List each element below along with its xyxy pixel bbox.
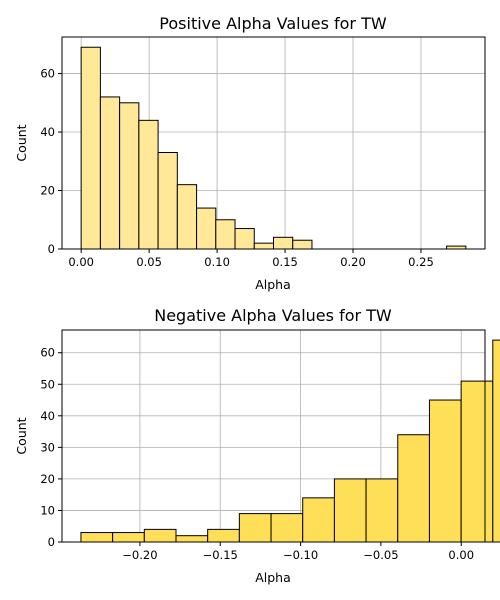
positive-bar-10 (273, 236, 294, 250)
negative-x-tick-label-2: −0.10 (283, 548, 318, 562)
negative-bar-2 (143, 528, 177, 543)
negative-bar-12 (460, 380, 494, 543)
positive-x-tick-label-0: 0.00 (68, 255, 94, 269)
negative-x-tick-label-4: 0.00 (448, 548, 474, 562)
positive-bar-2 (119, 102, 140, 250)
negative-x-axis-label: Alpha (255, 570, 291, 585)
negative-chart-title: Negative Alpha Values for TW (154, 306, 392, 325)
positive-x-tick-label-5: 0.25 (408, 255, 434, 269)
negative-bars (80, 339, 500, 543)
positive-bar-0 (80, 46, 101, 250)
negative-y-tick-label-0: 0 (48, 535, 55, 549)
negative-bar-0 (80, 532, 114, 543)
negative-x-tick-label-1: −0.15 (203, 548, 238, 562)
positive-alpha-chart: Positive Alpha Values for TW 0.00 0.05 0.1… (14, 14, 486, 292)
negative-ticks: −0.20 −0.15 −0.10 −0.05 0.00 0 10 20 30 40 50 60 (40, 346, 474, 562)
negative-bar-6 (270, 513, 304, 543)
negative-bar-11 (428, 399, 462, 543)
negative-y-tick-label-5: 50 (40, 377, 55, 391)
positive-x-axis-label: Alpha (255, 277, 291, 292)
positive-y-tick-label-1: 20 (40, 184, 55, 198)
positive-x-tick-label-2: 0.10 (204, 255, 230, 269)
positive-bar-8 (234, 228, 255, 250)
positive-bar-6 (196, 207, 217, 250)
positive-x-tick-label-1: 0.05 (136, 255, 162, 269)
negative-alpha-chart: Negative Alpha Values for TW −0.20 −0.15−… (14, 306, 500, 585)
negative-bar-8 (333, 478, 367, 543)
positive-bar-1 (99, 96, 121, 250)
positive-bar-9 (253, 242, 275, 250)
negative-bar-13 (492, 339, 500, 543)
positive-x-tick-label-4: 0.20 (340, 255, 366, 269)
positive-bar-3 (138, 119, 159, 250)
positive-chart-title: Positive Alpha Values for TW (159, 14, 387, 33)
negative-bar-1 (112, 532, 145, 543)
positive-y-tick-label-2: 40 (40, 125, 55, 139)
positive-y-tick-label-0: 0 (48, 242, 55, 256)
positive-bar-5 (176, 184, 198, 250)
negative-x-tick-label-0: −0.20 (122, 548, 157, 562)
negative-bar-3 (175, 535, 209, 543)
negative-bar-5 (238, 513, 272, 543)
positive-axes-frame (61, 36, 486, 250)
positive-y-axis-label: Count (14, 124, 29, 161)
positive-x-tick-label-3: 0.15 (272, 255, 298, 269)
negative-bar-9 (365, 478, 399, 543)
negative-bar-7 (302, 497, 335, 543)
positive-y-tick-label-3: 60 (40, 67, 55, 81)
positive-bar-11 (292, 239, 313, 250)
positive-bar-7 (215, 219, 236, 250)
negative-y-tick-label-4: 40 (40, 409, 55, 423)
negative-y-tick-label-3: 30 (40, 440, 55, 454)
negative-y-tick-label-6: 60 (40, 346, 55, 360)
negative-y-tick-label-1: 10 (40, 503, 55, 517)
negative-y-axis-label: Count (14, 417, 29, 454)
negative-x-tick-label-3: −0.05 (363, 548, 398, 562)
positive-ticks: 0.00 0.05 0.10 0.15 0.20 0.25 0 20 40 60 (40, 67, 433, 269)
negative-bar-4 (207, 528, 240, 543)
negative-bar-10 (397, 434, 430, 543)
positive-bars (80, 46, 467, 250)
positive-bar-4 (157, 152, 178, 250)
negative-y-tick-label-2: 20 (40, 472, 55, 486)
negative-axes-frame (61, 329, 486, 543)
